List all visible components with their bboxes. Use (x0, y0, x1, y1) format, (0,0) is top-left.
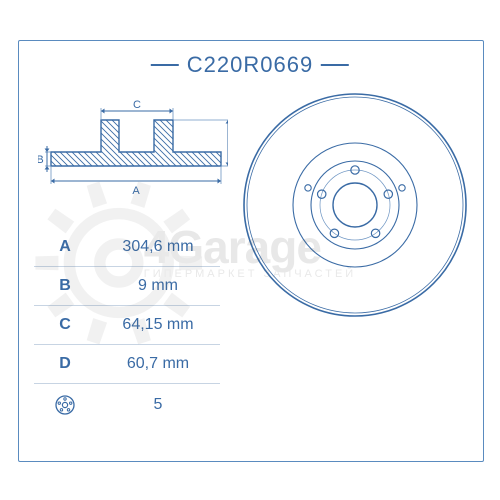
title-dash-right (321, 64, 349, 66)
spec-label: B (34, 267, 96, 306)
spec-value: 60,7 mm (96, 345, 220, 384)
spec-row: C64,15 mm (34, 306, 220, 345)
spec-table: A304,6 mmB9 mmC64,15 mmD60,7 mm 5 (34, 228, 220, 426)
spec-value: 9 mm (96, 267, 220, 306)
svg-text:C: C (133, 99, 141, 111)
lug-count: 5 (96, 384, 220, 427)
title-dash-left (151, 64, 179, 66)
disc-face-diagram (240, 90, 470, 320)
spec-value: 64,15 mm (96, 306, 220, 345)
spec-row: D60,7 mm (34, 345, 220, 384)
cross-section-diagram: CABD (38, 98, 228, 208)
part-number-title: C220R0669 (151, 52, 349, 78)
spec-label: D (34, 345, 96, 384)
lug-row: 5 (34, 384, 220, 427)
svg-text:A: A (132, 185, 140, 197)
spec-value: 304,6 mm (96, 228, 220, 267)
bolt-pattern-icon (34, 384, 96, 427)
title-text: C220R0669 (187, 52, 313, 78)
spec-row: A304,6 mm (34, 228, 220, 267)
spec-label: A (34, 228, 96, 267)
spec-label: C (34, 306, 96, 345)
svg-text:B: B (38, 154, 44, 166)
spec-row: B9 mm (34, 267, 220, 306)
